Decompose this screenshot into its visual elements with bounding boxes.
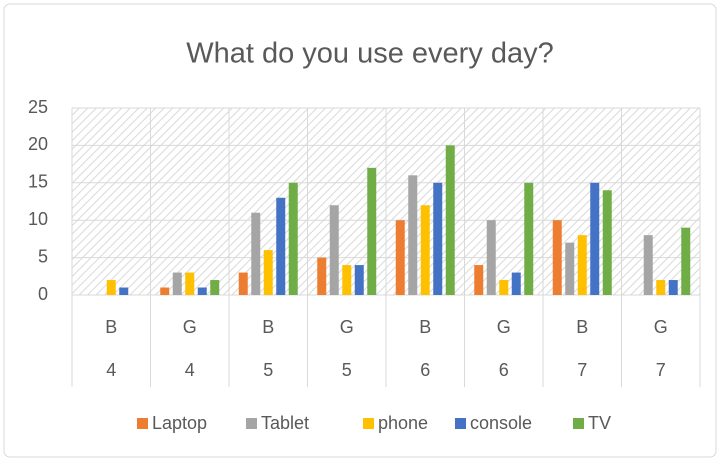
bar (474, 265, 484, 295)
legend-swatch (573, 418, 584, 429)
bar (185, 272, 195, 295)
x-group-label: 7 (656, 360, 666, 380)
legend-swatch (246, 418, 257, 429)
bar (160, 287, 170, 295)
x-group-label: 4 (185, 360, 195, 380)
bar (263, 250, 273, 295)
bar (577, 235, 587, 295)
legend-label: phone (378, 413, 428, 433)
bar (288, 182, 298, 295)
y-tick-label: 5 (38, 246, 48, 266)
x-tick-label: G (340, 317, 354, 337)
bar (681, 227, 691, 295)
bar (445, 145, 455, 295)
bar (329, 205, 339, 295)
y-tick-label: 15 (28, 172, 48, 192)
bar (251, 212, 261, 295)
legend-swatch (137, 418, 148, 429)
x-tick-label: B (105, 317, 117, 337)
bar (172, 272, 182, 295)
bar (602, 190, 612, 295)
x-tick-label: B (419, 317, 431, 337)
legend-label: Tablet (261, 413, 309, 433)
y-tick-label: 0 (38, 284, 48, 304)
bar (367, 167, 377, 295)
bar (395, 220, 405, 295)
bar (511, 272, 521, 295)
bar (565, 242, 575, 295)
bar (238, 272, 248, 295)
x-tick-label: B (262, 317, 274, 337)
bar (656, 280, 666, 295)
bar (433, 182, 443, 295)
bar (317, 257, 327, 295)
x-tick-label: G (497, 317, 511, 337)
x-group-label: 7 (577, 360, 587, 380)
x-group-label: 6 (499, 360, 509, 380)
bar (420, 205, 430, 295)
bar (342, 265, 352, 295)
legend-label: TV (588, 413, 611, 433)
bar (354, 265, 364, 295)
x-group-label: 5 (342, 360, 352, 380)
x-group-label: 6 (420, 360, 430, 380)
x-tick-label: G (183, 317, 197, 337)
bar (408, 175, 418, 295)
bar (197, 287, 207, 295)
bar (590, 182, 600, 295)
bar (668, 280, 678, 295)
chart-title: What do you use every day? (186, 38, 554, 70)
bar (119, 287, 129, 295)
x-tick-label: G (654, 317, 668, 337)
y-tick-label: 25 (28, 97, 48, 117)
bar (106, 280, 116, 295)
y-tick-label: 10 (28, 209, 48, 229)
x-tick-label: B (576, 317, 588, 337)
x-group-label: 4 (106, 360, 116, 380)
x-group-label: 5 (263, 360, 273, 380)
bar (643, 235, 653, 295)
legend-swatch (363, 418, 374, 429)
bar (276, 197, 286, 295)
bar (524, 182, 534, 295)
bar (210, 280, 220, 295)
bar (552, 220, 562, 295)
legend-swatch (455, 418, 466, 429)
legend-label: console (470, 413, 532, 433)
bar (499, 280, 509, 295)
bar (486, 220, 496, 295)
y-tick-label: 20 (28, 134, 48, 154)
legend-label: Laptop (152, 413, 207, 433)
